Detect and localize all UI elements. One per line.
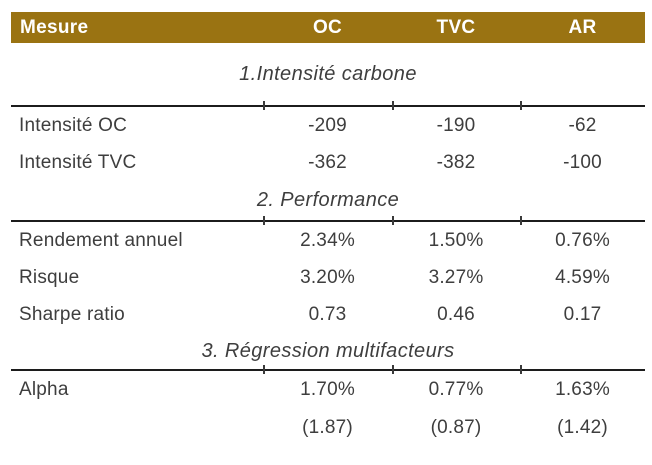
row-label: Sharpe ratio (19, 303, 125, 325)
column-divider-tick (263, 365, 265, 374)
column-divider-tick (520, 216, 522, 225)
column-divider-tick (520, 101, 522, 110)
cell-tvc: -190 (436, 114, 476, 136)
section-row-intensite-carbone: 1.Intensité carbone (11, 43, 645, 110)
cell-tvc: 0.77% (428, 379, 484, 400)
column-divider-tick (392, 101, 394, 110)
cell-ar: -100 (563, 151, 602, 173)
cell-oc: 3.20% (300, 266, 355, 288)
section-title: 2. Performance (256, 189, 400, 211)
cell-oc: (1.87) (302, 417, 353, 438)
results-table: Mesure OC TVC AR 1.Intensité carbone Int… (11, 12, 645, 447)
table-header-row: Mesure OC TVC AR (11, 12, 645, 43)
table-row-risque: Risque 3.20% 3.27% 4.59% (11, 259, 645, 296)
row-label: Intensité OC (19, 114, 128, 136)
section-title: 1.Intensité carbone (239, 62, 417, 85)
table-row-sharpe-ratio: Sharpe ratio 0.73 0.46 0.17 (11, 296, 645, 333)
column-divider-tick (263, 101, 265, 110)
row-label: Rendement annuel (19, 229, 183, 251)
column-divider-tick (392, 216, 394, 225)
cell-tvc: (0.87) (430, 417, 482, 438)
cell-oc: 1.70% (300, 379, 355, 400)
table-row-intensite-oc: Intensité OC -209 -190 -62 (11, 107, 645, 144)
section-row-performance: 2. Performance (11, 181, 645, 225)
header-cell-mesure: Mesure (20, 16, 89, 38)
cell-oc: 2.34% (300, 229, 355, 251)
cell-oc: 0.73 (308, 303, 347, 325)
cell-ar: 0.17 (563, 303, 602, 325)
section-title: 3. Régression multifacteurs (201, 339, 455, 362)
cell-tvc: 0.46 (437, 303, 475, 325)
section-row-regression-multifacteurs: 3. Régression multifacteurs (11, 333, 645, 374)
cell-ar: -62 (568, 114, 597, 136)
cell-tvc: -382 (436, 151, 476, 173)
table-row-intensite-tvc: Intensité TVC -362 -382 -100 (11, 144, 645, 181)
cell-oc: -362 (308, 151, 347, 173)
header-cell-ar: AR (568, 16, 597, 38)
row-label: Intensité TVC (19, 151, 137, 173)
column-divider-tick (392, 365, 394, 374)
header-cell-oc: OC (312, 16, 343, 38)
cell-tvc: 1.50% (428, 229, 484, 251)
table-row-alpha-tstat: (1.87) (0.87) (1.42) (11, 409, 645, 447)
column-divider-tick (263, 216, 265, 225)
column-divider-tick (520, 365, 522, 374)
table-row-rendement-annuel: Rendement annuel 2.34% 1.50% 0.76% (11, 222, 645, 259)
cell-oc: -209 (308, 114, 347, 136)
table-row-alpha: Alpha 1.70% 0.77% 1.63% (11, 371, 645, 409)
cell-ar: 1.63% (555, 379, 610, 400)
cell-ar: 4.59% (555, 266, 610, 288)
cell-tvc: 3.27% (428, 266, 484, 288)
header-cell-tvc: TVC (436, 16, 476, 38)
row-label: Alpha (19, 379, 69, 400)
cell-ar: (1.42) (557, 417, 608, 438)
row-label: Risque (19, 266, 80, 288)
cell-ar: 0.76% (555, 229, 610, 251)
